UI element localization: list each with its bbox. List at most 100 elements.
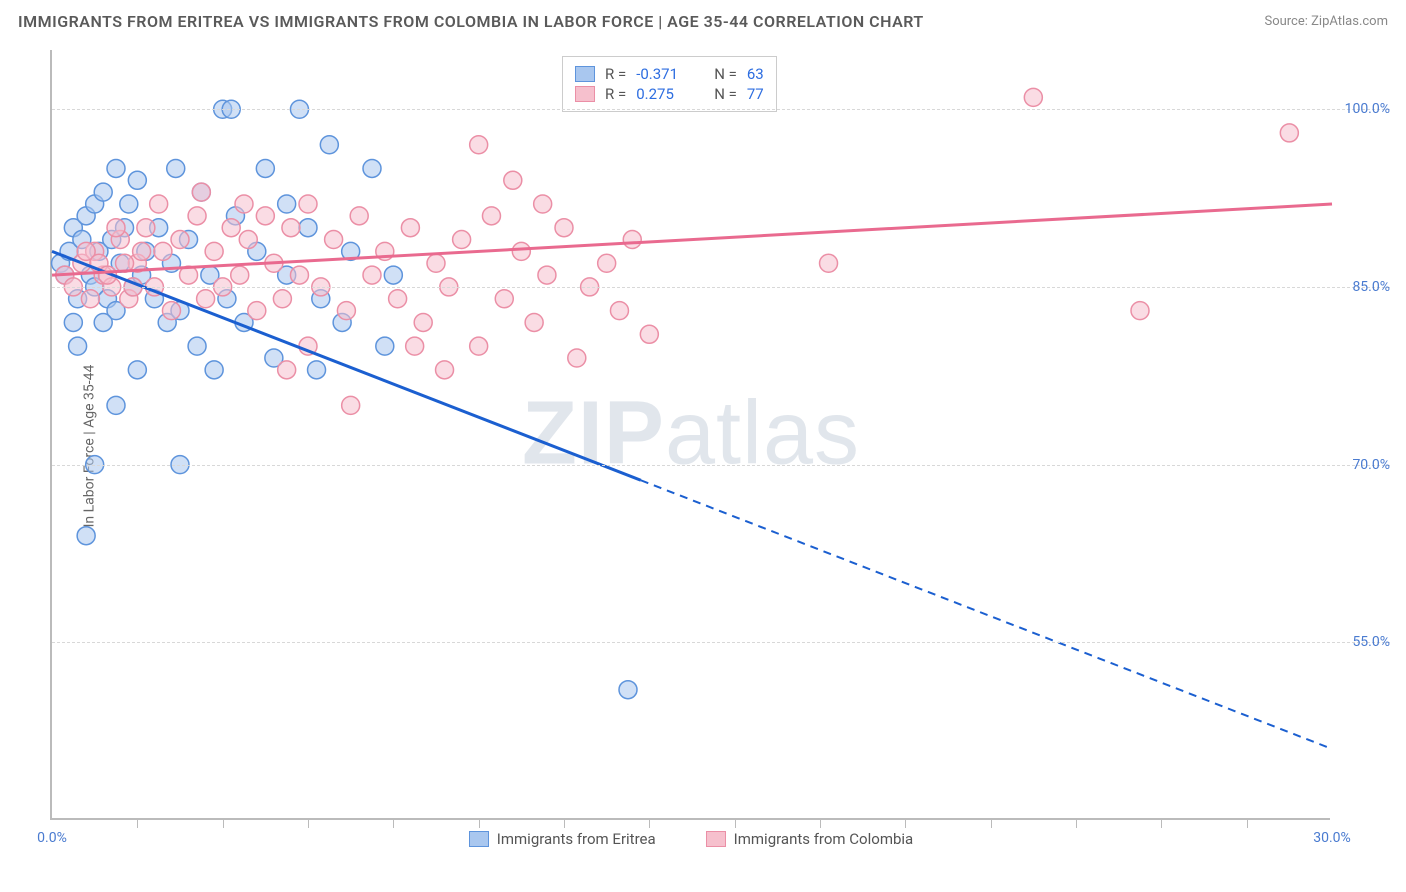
- x-tick: [649, 818, 650, 828]
- scatter-point-eritrea: [278, 195, 296, 213]
- scatter-point-colombia: [534, 195, 552, 213]
- scatter-point-colombia: [278, 361, 296, 379]
- scatter-point-colombia: [154, 242, 172, 260]
- scatter-point-colombia: [414, 313, 432, 331]
- scatter-point-eritrea: [94, 183, 112, 201]
- corr-legend-row-colombia: R = 0.275 N = 77: [575, 85, 764, 103]
- scatter-point-colombia: [427, 254, 445, 272]
- y-tick-label: 100.0%: [1335, 101, 1390, 117]
- legend-swatch-icon: [706, 831, 726, 847]
- scatter-point-eritrea: [69, 337, 87, 355]
- x-tick: [1161, 818, 1162, 828]
- scatter-point-colombia: [273, 290, 291, 308]
- scatter-point-colombia: [610, 302, 628, 320]
- scatter-point-colombia: [640, 325, 658, 343]
- scatter-point-colombia: [248, 302, 266, 320]
- scatter-point-colombia: [504, 171, 522, 189]
- scatter-point-colombia: [205, 242, 223, 260]
- x-tick: [564, 818, 565, 828]
- series-legend-item-eritrea: Immigrants from Eritrea: [469, 830, 656, 848]
- scatter-point-eritrea: [384, 266, 402, 284]
- gridline-h: [52, 109, 1390, 110]
- x-tick: [1076, 818, 1077, 828]
- scatter-point-colombia: [525, 313, 543, 331]
- scatter-point-colombia: [137, 219, 155, 237]
- n-value: 63: [747, 65, 764, 83]
- scatter-point-colombia: [231, 266, 249, 284]
- scatter-point-colombia: [453, 231, 471, 249]
- scatter-point-colombia: [623, 231, 641, 249]
- scatter-point-colombia: [81, 290, 99, 308]
- scatter-point-eritrea: [77, 527, 95, 545]
- scatter-point-colombia: [389, 290, 407, 308]
- y-tick-label: 85.0%: [1335, 279, 1390, 295]
- scatter-point-colombia: [162, 302, 180, 320]
- scatter-point-eritrea: [128, 361, 146, 379]
- scatter-point-colombia: [337, 302, 355, 320]
- plot-area: ZIPatlas R =-0.371N =63R =0.275N =77 Imm…: [50, 50, 1330, 820]
- scatter-point-colombia: [256, 207, 274, 225]
- scatter-point-eritrea: [94, 313, 112, 331]
- scatter-point-eritrea: [619, 681, 637, 699]
- n-label: N =: [714, 85, 737, 103]
- x-tick: [223, 818, 224, 828]
- trend-line-dashed-eritrea: [641, 480, 1332, 749]
- scatter-point-colombia: [363, 266, 381, 284]
- scatter-point-colombia: [820, 254, 838, 272]
- scatter-point-eritrea: [64, 313, 82, 331]
- source-label: Source: ZipAtlas.com: [1264, 14, 1388, 29]
- r-value: -0.371: [636, 65, 696, 83]
- scatter-point-colombia: [192, 183, 210, 201]
- scatter-point-colombia: [470, 136, 488, 154]
- legend-swatch-icon: [469, 831, 489, 847]
- x-tick: [479, 818, 480, 828]
- scatter-point-colombia: [482, 207, 500, 225]
- x-tick: [1247, 818, 1248, 828]
- scatter-point-eritrea: [128, 171, 146, 189]
- x-tick: [905, 818, 906, 828]
- scatter-point-colombia: [290, 266, 308, 284]
- scatter-point-eritrea: [308, 361, 326, 379]
- scatter-point-colombia: [512, 242, 530, 260]
- title-bar: IMMIGRANTS FROM ERITREA VS IMMIGRANTS FR…: [18, 12, 1388, 31]
- scatter-point-eritrea: [107, 159, 125, 177]
- scatter-point-colombia: [495, 290, 513, 308]
- corr-legend-row-eritrea: R = -0.371 N = 63: [575, 65, 764, 83]
- r-label: R =: [605, 85, 626, 103]
- scatter-point-colombia: [325, 231, 343, 249]
- scatter-point-colombia: [1280, 124, 1298, 142]
- scatter-point-eritrea: [320, 136, 338, 154]
- r-value: 0.275: [636, 85, 696, 103]
- correlation-legend: R = -0.371 N = 63 R = 0.275 N = 77: [562, 56, 777, 112]
- scatter-point-colombia: [239, 231, 257, 249]
- scatter-point-colombia: [107, 219, 125, 237]
- scatter-point-colombia: [401, 219, 419, 237]
- scatter-point-colombia: [188, 207, 206, 225]
- scatter-point-colombia: [299, 195, 317, 213]
- y-tick-label: 70.0%: [1335, 457, 1390, 473]
- scatter-point-eritrea: [188, 337, 206, 355]
- series-legend-item-colombia: Immigrants from Colombia: [706, 830, 914, 848]
- n-value: 77: [747, 85, 764, 103]
- gridline-h: [52, 287, 1390, 288]
- scatter-point-colombia: [538, 266, 556, 284]
- legend-swatch-icon: [575, 86, 595, 102]
- scatter-point-eritrea: [376, 337, 394, 355]
- scatter-point-eritrea: [363, 159, 381, 177]
- scatter-point-colombia: [1024, 88, 1042, 106]
- scatter-point-eritrea: [299, 219, 317, 237]
- scatter-point-eritrea: [167, 159, 185, 177]
- scatter-point-eritrea: [107, 396, 125, 414]
- series-legend: Immigrants from Eritrea Immigrants from C…: [52, 830, 1330, 848]
- y-tick-label: 55.0%: [1335, 634, 1390, 650]
- n-label: N =: [714, 65, 737, 83]
- chart-title: IMMIGRANTS FROM ERITREA VS IMMIGRANTS FR…: [18, 12, 924, 31]
- scatter-point-colombia: [555, 219, 573, 237]
- scatter-point-eritrea: [120, 195, 138, 213]
- x-tick: [991, 818, 992, 828]
- r-label: R =: [605, 65, 626, 83]
- scatter-point-colombia: [350, 207, 368, 225]
- chart-svg: [52, 50, 1330, 818]
- scatter-point-eritrea: [256, 159, 274, 177]
- x-tick: [820, 818, 821, 828]
